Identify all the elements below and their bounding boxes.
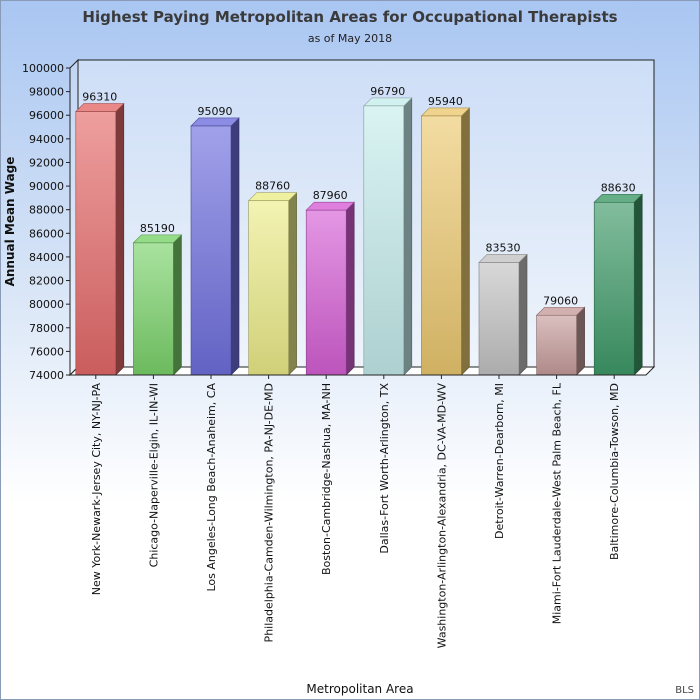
bar-side <box>518 253 528 376</box>
x-tick-label: New York-Newark-Jersey City, NY-NJ-PA <box>90 383 103 596</box>
y-tick-label: 88000 <box>29 204 64 217</box>
x-tick-label: Washington-Arlington-Alexandria, DC-VA-M… <box>435 383 448 649</box>
chart-subtitle: as of May 2018 <box>307 32 393 45</box>
bar-top <box>75 103 125 112</box>
bar-side <box>115 102 125 376</box>
bar-side <box>633 193 643 376</box>
bar-side <box>288 191 297 376</box>
bar <box>421 115 462 376</box>
source-label: BLS <box>675 685 694 696</box>
bar-side <box>403 97 413 376</box>
bar-top <box>190 117 240 127</box>
bar <box>75 111 117 376</box>
x-tick-label: Boston-Cambridge-Nashua, MA-NH <box>320 383 333 575</box>
y-tick-label: 100000 <box>22 62 64 75</box>
y-tick-label: 82000 <box>29 275 64 288</box>
bar-top <box>420 107 471 117</box>
bar <box>190 125 232 376</box>
bar-side <box>461 107 470 376</box>
bar <box>363 105 405 376</box>
bar <box>536 314 577 376</box>
y-tick-label: 80000 <box>29 298 64 311</box>
bar-value-label: 87960 <box>313 189 348 202</box>
bar-top <box>363 97 413 107</box>
bar <box>305 209 347 376</box>
y-tick-label: 90000 <box>29 180 64 193</box>
bar-value-label: 88760 <box>255 180 290 193</box>
x-axis-title: Metropolitan Area <box>306 682 413 696</box>
bar-side <box>576 306 585 376</box>
x-tick-label: Chicago-Naperville-Elgin, IL-IN-WI <box>147 383 160 567</box>
y-tick-label: 74000 <box>29 369 64 382</box>
bar-side <box>230 117 240 376</box>
bar-top <box>593 193 643 203</box>
bar-value-label: 96310 <box>82 91 117 104</box>
bar <box>248 200 289 376</box>
y-tick-label: 86000 <box>29 227 64 240</box>
bar-top <box>247 192 298 202</box>
bar-top <box>305 201 355 211</box>
y-tick-label: 94000 <box>29 133 64 146</box>
bar-top <box>132 234 183 244</box>
bar-value-label: 85190 <box>140 222 175 235</box>
y-tick-label: 96000 <box>29 109 64 122</box>
y-tick-label: 84000 <box>29 251 64 264</box>
bar-side <box>345 201 355 376</box>
bar-side <box>173 234 182 376</box>
y-tick-label: 78000 <box>29 322 64 335</box>
x-tick-label: Detroit-Warren-Dearborn, MI <box>493 383 506 539</box>
y-axis-title: Annual Mean Wage <box>3 157 17 287</box>
bar-value-label: 95940 <box>428 95 463 108</box>
x-tick-label: Baltimore-Columbia-Towson, MD <box>608 383 621 560</box>
y-tick-label: 76000 <box>29 345 64 358</box>
x-tick-label: Philadelphia-Camden-Wilmington, PA-NJ-DE… <box>263 383 276 642</box>
bar <box>478 262 520 376</box>
bar-value-label: 88630 <box>601 181 636 194</box>
x-tick-label: Miami-Fort Lauderdale-West Palm Beach, F… <box>551 382 564 624</box>
bar <box>593 201 635 376</box>
bar <box>133 242 174 376</box>
x-tick-label: Los Angeles-Long Beach-Anaheim, CA <box>205 383 218 592</box>
x-tick-label: Dallas-Fort Worth-Arlington, TX <box>378 383 391 554</box>
bar-value-label: 95090 <box>198 105 233 118</box>
y-tick-label: 92000 <box>29 156 64 169</box>
bar-top <box>478 254 528 263</box>
y-tick-label: 98000 <box>29 86 64 99</box>
bar-top <box>535 306 586 316</box>
bar-value-label: 83530 <box>486 241 521 254</box>
bar-value-label: 96790 <box>370 85 405 98</box>
bar-value-label: 79060 <box>543 294 578 307</box>
chart-title: Highest Paying Metropolitan Areas for Oc… <box>82 8 618 26</box>
